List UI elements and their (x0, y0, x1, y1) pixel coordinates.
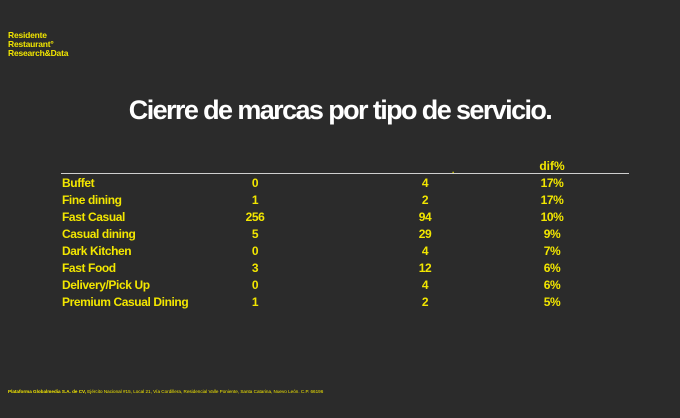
footer-company: Plataforma Globalmedia S.A. de CV, (8, 389, 86, 394)
row-value-a: 0 (251, 176, 259, 190)
row-label: Buffet (62, 176, 95, 190)
row-value-a: 1 (251, 295, 259, 309)
row-label: Casual dining (62, 227, 136, 241)
row-dif: 6% (543, 278, 561, 292)
brand-line-2: Restaurant° (8, 39, 54, 49)
row-value-b: 2 (421, 295, 429, 309)
footer-address-text: Ejército Nacional #15, Local 21, Vía Cor… (87, 389, 324, 394)
footer-address: Plataforma Globalmedia S.A. de CV, Ejérc… (8, 389, 323, 394)
row-value-b: 2 (421, 193, 429, 207)
row-label: Fast Food (62, 261, 116, 275)
row-value-b: 12 (418, 261, 432, 275)
row-dif: 17% (540, 176, 564, 190)
row-dif: 9% (543, 227, 561, 241)
row-value-b: 4 (421, 278, 429, 292)
table-row: Fast Casual 256 94 10% (0, 210, 680, 227)
row-value-a: 0 (251, 278, 259, 292)
row-value-a: 3 (251, 261, 259, 275)
row-label: Dark Kitchen (62, 244, 132, 258)
brand-line-3: Research&Data (8, 48, 69, 58)
row-dif: 7% (543, 244, 561, 258)
row-dif: 17% (540, 193, 564, 207)
table-header: . dif% (0, 158, 680, 175)
row-value-b: 29 (418, 227, 432, 241)
row-dif: 10% (540, 210, 564, 224)
row-value-a: 0 (251, 244, 259, 258)
row-value-a: 5 (251, 227, 259, 241)
table-row: Casual dining 5 29 9% (0, 227, 680, 244)
row-value-a: 256 (245, 210, 265, 224)
row-label: Premium Casual Dining (62, 295, 189, 309)
row-value-b: 4 (421, 176, 429, 190)
table-row: Fine dining 1 2 17% (0, 193, 680, 210)
table-row: Fast Food 3 12 6% (0, 261, 680, 278)
header-mark: . (452, 166, 455, 175)
table-row: Buffet 0 4 17% (0, 176, 680, 193)
row-label: Delivery/Pick Up (62, 278, 150, 292)
table-row: Delivery/Pick Up 0 4 6% (0, 278, 680, 295)
header-divider (61, 173, 629, 174)
row-dif: 6% (543, 261, 561, 275)
row-value-a: 1 (251, 193, 259, 207)
table-row: Premium Casual Dining 1 2 5% (0, 295, 680, 312)
row-value-b: 94 (418, 210, 432, 224)
brand-logo: Residente Restaurant° Research&Data (8, 31, 68, 58)
table-row: Dark Kitchen 0 4 7% (0, 244, 680, 261)
row-dif: 5% (543, 295, 561, 309)
row-label: Fast Casual (62, 210, 125, 224)
header-dif: dif% (539, 159, 565, 173)
page-title: Cierre de marcas por tipo de servicio. (128, 95, 553, 125)
row-label: Fine dining (62, 193, 122, 207)
row-value-b: 4 (421, 244, 429, 258)
brand-line-1: Residente (8, 30, 47, 40)
